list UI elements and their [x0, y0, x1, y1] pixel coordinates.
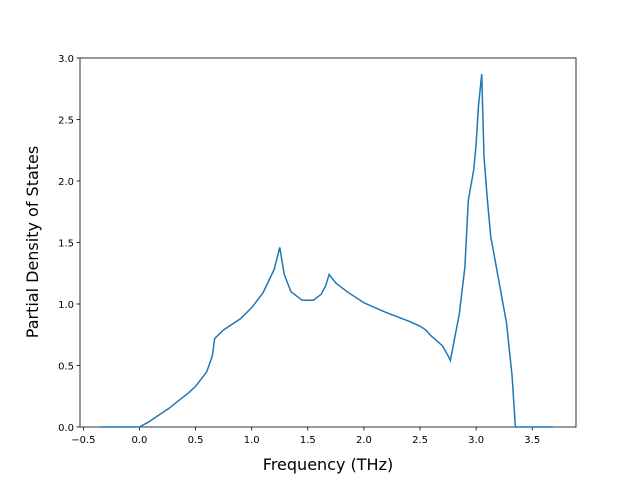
x-tick-label: 3.5	[524, 435, 540, 446]
y-tick-label: 1.0	[58, 300, 74, 311]
x-tick-label: 2.5	[412, 435, 428, 446]
x-tick-label: 1.5	[300, 435, 316, 446]
x-tick-label: 1.0	[244, 435, 260, 446]
y-tick-label: 1.5	[58, 239, 74, 250]
x-tick-label: −0.5	[71, 435, 95, 446]
y-tick-label: 3.0	[58, 54, 74, 65]
y-axis-label: Partial Density of States	[23, 146, 42, 338]
plot-frame	[79, 57, 577, 428]
x-axis-label: Frequency (THz)	[263, 455, 393, 474]
x-tick-label: 0.5	[188, 435, 204, 446]
y-tick-label: 2.5	[58, 116, 74, 127]
y-tick-label: 2.0	[58, 177, 74, 188]
data-line	[100, 73, 554, 428]
x-tick-label: 0.0	[132, 435, 148, 446]
y-tick-label: 0.0	[58, 423, 74, 434]
x-tick-label: 2.0	[356, 435, 372, 446]
x-tick-label: 3.0	[468, 435, 484, 446]
y-tick-label: 0.5	[58, 362, 74, 373]
